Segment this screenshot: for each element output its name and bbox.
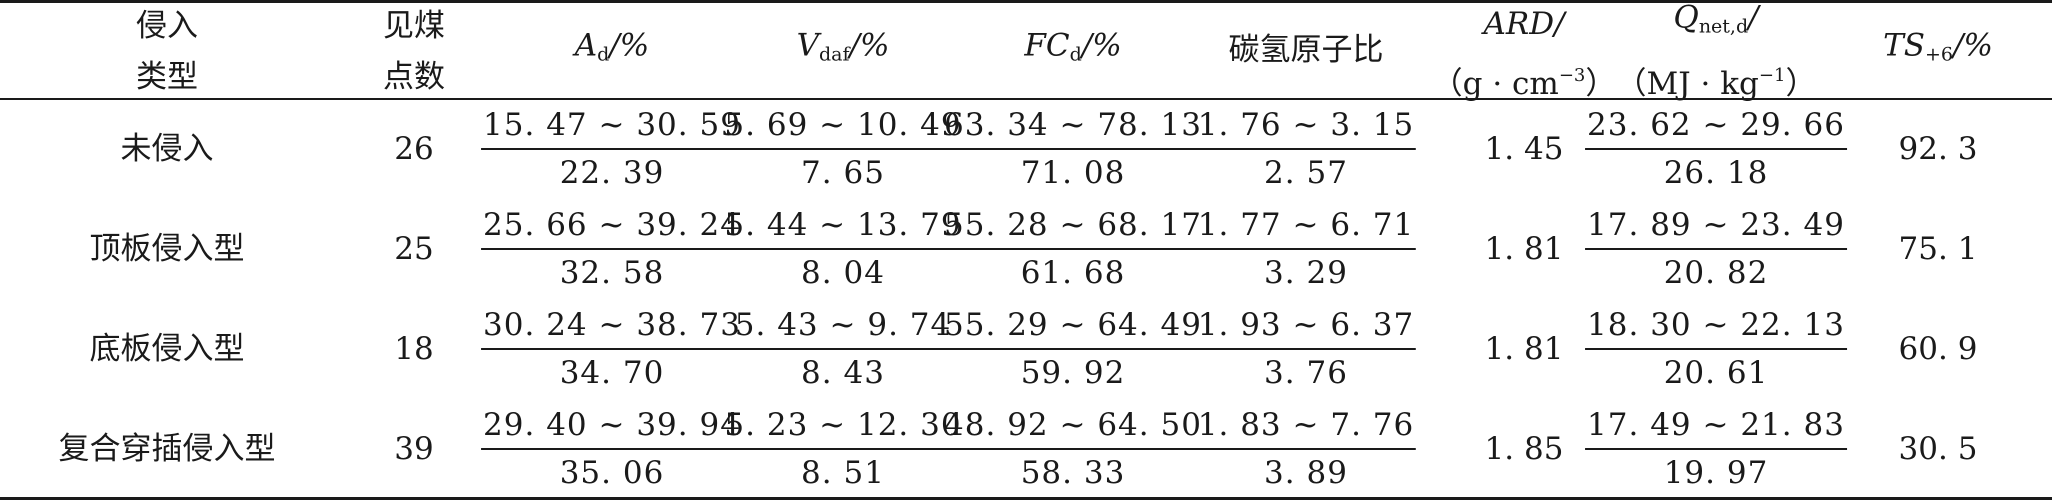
table-top-rule [0,0,2052,3]
ard-value: 1. 81 [1484,331,1564,367]
row-count: 39 [394,431,434,467]
table-bottom-rule [0,497,2052,500]
header-intrusion-type-line1: 侵入 [136,8,198,44]
volatile-range-mean: 5. 69 ~ 10. 49 7. 65 [722,107,964,191]
header-fixed-carbon: FCd/% [1024,27,1122,66]
ch-ratio-range-mean: 1. 83 ~ 7. 76 3. 89 [1195,407,1417,491]
header-ash-content: Ad/% [574,27,650,66]
calorific-range-mean: 17. 89 ~ 23. 49 20. 82 [1585,207,1847,291]
row-count: 18 [394,331,434,367]
header-ard-unit: （g · cm−3） [1431,65,1617,102]
ch-ratio-range-mean: 1. 76 ~ 3. 15 2. 57 [1195,107,1417,191]
calorific-range-mean: 23. 62 ~ 29. 66 26. 18 [1585,107,1847,191]
volatile-range-mean: 5. 23 ~ 12. 30 8. 51 [722,407,964,491]
ch-ratio-range-mean: 1. 77 ~ 6. 71 3. 29 [1195,207,1417,291]
row-type: 顶板侵入型 [89,231,245,267]
header-ard: ARD/ [1483,6,1565,42]
ash-range-mean: 25. 66 ~ 39. 24 32. 58 [481,207,743,291]
calorific-range-mean: 17. 49 ~ 21. 83 19. 97 [1585,407,1847,491]
ash-range-mean: 29. 40 ~ 39. 94 35. 06 [481,407,743,491]
ch-ratio-range-mean: 1. 93 ~ 6. 37 3. 76 [1195,307,1417,391]
table-header-rule [0,98,2052,100]
calorific-range-mean: 18. 30 ~ 22. 13 20. 61 [1585,307,1847,391]
ard-value: 1. 81 [1484,231,1564,267]
ard-value: 1. 85 [1484,431,1564,467]
row-count: 26 [394,131,434,167]
volatile-range-mean: 5. 43 ~ 9. 74 8. 43 [732,307,954,391]
ash-range-mean: 15. 47 ~ 30. 59 22. 39 [481,107,743,191]
header-point-count-line2: 点数 [383,59,445,95]
ts-value: 60. 9 [1898,331,1978,367]
row-type: 底板侵入型 [89,331,245,367]
volatile-range-mean: 5. 44 ~ 13. 79 8. 04 [722,207,964,291]
fixed-carbon-range-mean: 63. 34 ~ 78. 13 71. 08 [942,107,1204,191]
fixed-carbon-range-mean: 48. 92 ~ 64. 50 58. 33 [942,407,1204,491]
header-net-calorific-unit: （MJ · kg−1） [1615,65,1817,102]
header-volatile-matter: Vdaf/% [796,27,890,66]
ard-value: 1. 45 [1484,131,1564,167]
ts-value: 75. 1 [1898,231,1978,267]
row-count: 25 [394,231,434,267]
fixed-carbon-range-mean: 55. 29 ~ 64. 49 59. 92 [942,307,1204,391]
header-intrusion-type-line2: 类型 [136,59,198,95]
ts-value: 92. 3 [1898,131,1978,167]
ts-value: 30. 5 [1898,431,1978,467]
fixed-carbon-range-mean: 55. 28 ~ 68. 17 61. 68 [942,207,1204,291]
header-point-count-line1: 见煤 [383,8,445,44]
header-net-calorific: Qnet,d/ [1673,0,1759,38]
row-type: 未侵入 [120,131,214,167]
row-type: 复合穿插侵入型 [58,431,276,467]
header-ch-atomic-ratio: 碳氢原子比 [1228,32,1384,68]
ash-range-mean: 30. 24 ~ 38. 73 34. 70 [481,307,743,391]
header-thermal-stability: TS+6/% [1883,27,1993,66]
